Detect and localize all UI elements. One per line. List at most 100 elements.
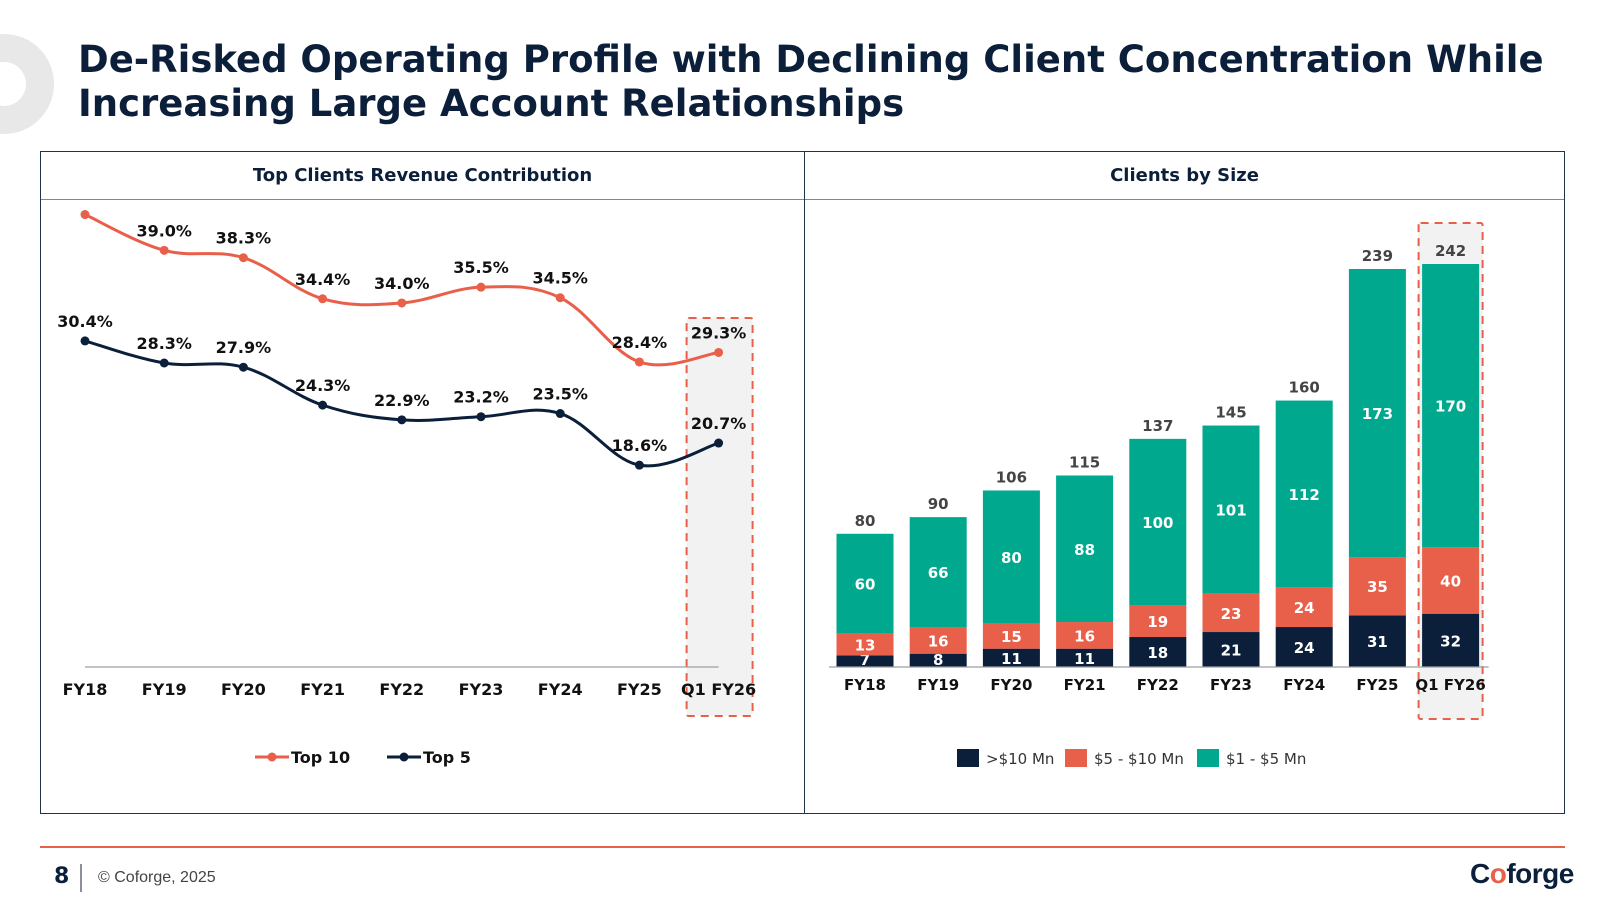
bar-label-gt10-fy21: 11 [1074,650,1095,668]
data-label-top-5-fy20: 27.9% [216,338,272,357]
bar-label-gt10-fy22: 18 [1147,644,1168,662]
x-tick-fy18: FY18 [63,680,108,699]
total-label-fy21: 115 [1069,453,1100,471]
total-label-fy20: 106 [996,468,1027,486]
legend-marker-top-10 [267,752,277,762]
bar-label-1to5-fy19: 66 [928,564,949,582]
x-tick-fy20: FY20 [990,676,1032,694]
legend-label-5to10: $5 - $10 Mn [1094,750,1184,768]
x-tick-q1-fy26: Q1 FY26 [681,680,756,699]
bar-label-5to10-fy20: 15 [1001,628,1022,646]
clients-by-size-bar-chart: 7136080FY188166690FY19111580106FY2011168… [829,222,1489,768]
x-tick-fy19: FY19 [917,676,959,694]
page-title-line1: De-Risked Operating Profile with Declini… [78,38,1544,81]
bar-label-gt10-fy25: 31 [1367,633,1388,651]
data-label-top-5-fy24: 23.5% [532,385,588,404]
top-clients-panel: Top Clients Revenue Contribution 42.4% 39… [40,151,805,814]
x-tick-fy24: FY24 [1283,676,1325,694]
x-tick-fy23: FY23 [459,680,504,699]
bar-gt10-fy24 [1275,627,1333,667]
bar-label-5to10-fy23: 23 [1221,605,1242,623]
x-tick-fy22: FY22 [379,680,424,699]
total-label-fy24: 160 [1289,379,1320,397]
bar-5to10-fy24 [1275,587,1333,628]
point-top-5-fy19 [159,358,169,368]
bar-gt10-fy21 [1056,648,1114,667]
highlight-box-q1fy26 [685,317,754,717]
data-label-top-10-fy19: 39.0% [136,221,192,240]
clients-by-size-chart-title: Clients by Size [805,152,1564,200]
data-label-top-5-fy19: 28.3% [136,334,192,353]
legend-label-top-10: Top 10 [291,748,350,767]
point-top-10-fy24 [555,293,565,303]
point-top-10-fy21 [318,294,328,304]
legend-swatch-1to5 [1197,749,1219,767]
point-top-5-fy22 [397,415,407,425]
x-tick-fy21: FY21 [300,680,345,699]
bar-label-1to5-fy20: 80 [1001,549,1022,567]
bar-1to5-fy20 [982,490,1040,624]
data-label-top-10-fy20: 38.3% [216,229,272,248]
x-tick-fy25: FY25 [617,680,662,699]
bar-label-1to5-fy18: 60 [855,576,876,594]
data-label-top-10-fy25: 28.4% [612,333,668,352]
bar-label-1to5-fy21: 88 [1074,541,1095,559]
point-top-5-fy24 [555,409,565,419]
bar-5to10-q1-fy26 [1422,547,1480,614]
bar-label-1to5-fy23: 101 [1215,502,1246,520]
bar-label-1to5-fy24: 112 [1289,486,1320,504]
x-tick-fy20: FY20 [221,680,266,699]
point-top-5-fy23 [476,412,486,422]
bar-label-gt10-q1-fy26: 32 [1440,632,1461,650]
bar-gt10-fy22 [1129,637,1187,667]
x-tick-fy22: FY22 [1137,676,1179,694]
data-label-top-5-fy21: 24.3% [295,376,351,395]
bar-label-gt10-fy20: 11 [1001,650,1022,668]
point-top-10-fy23 [476,282,486,292]
data-label-top-5-q1-fy26: 20.7% [691,414,747,433]
bar-1to5-fy21 [1056,475,1114,623]
bar-label-1to5-q1-fy26: 170 [1435,398,1466,416]
legend-label-1to5: $1 - $5 Mn [1226,750,1306,768]
footer-divider [40,846,1565,848]
bar-label-5to10-fy24: 24 [1294,599,1315,617]
data-label-top-10-fy24: 34.5% [532,269,588,288]
bar-gt10-q1-fy26 [1422,613,1480,667]
point-top-5-fy20 [238,362,248,372]
decorative-circle [0,34,54,134]
bar-5to10-fy22 [1129,605,1187,638]
page-number: 8 [54,864,70,889]
data-label-top-10-fy21: 34.4% [295,270,351,289]
bar-label-1to5-fy22: 100 [1142,514,1173,532]
data-label-top-5-fy22: 22.9% [374,391,430,410]
bar-gt10-fy20 [982,648,1040,667]
x-tick-fy24: FY24 [538,680,583,699]
point-top-10-fy19 [159,245,169,255]
bar-5to10-fy20 [982,623,1040,649]
coforge-logo: Coforge [1470,858,1574,890]
x-tick-fy25: FY25 [1356,676,1398,694]
point-top-5-fy18 [80,336,90,346]
bar-label-gt10-fy19: 8 [933,651,943,669]
point-top-5-fy21 [318,400,328,410]
total-label-fy19: 90 [928,495,949,513]
x-tick-fy21: FY21 [1064,676,1106,694]
data-label-top-5-fy18: 30.4% [57,312,113,331]
page-title-line2: Increasing Large Account Relationships [78,82,905,125]
point-top-10-fy25 [634,357,644,367]
bar-1to5-fy25 [1348,268,1406,558]
bar-5to10-fy21 [1056,622,1114,649]
data-label-top-10-fy23: 35.5% [453,258,509,277]
total-label-fy25: 239 [1362,247,1393,265]
total-label-q1-fy26: 242 [1435,242,1466,260]
bar-label-5to10-fy21: 16 [1074,627,1095,645]
bar-gt10-fy18 [836,655,894,667]
bar-5to10-fy18 [836,633,894,656]
legend-swatch-gt10 [957,749,979,767]
point-top-5-q1-fy26 [714,438,724,448]
bar-label-gt10-fy24: 24 [1294,639,1315,657]
copyright-text: © Coforge, 2025 [98,869,216,886]
bar-label-5to10-fy19: 16 [928,632,949,650]
legend-label-top-5: Top 5 [423,748,471,767]
data-label-top-10-fy18: 42.4% [57,201,113,205]
